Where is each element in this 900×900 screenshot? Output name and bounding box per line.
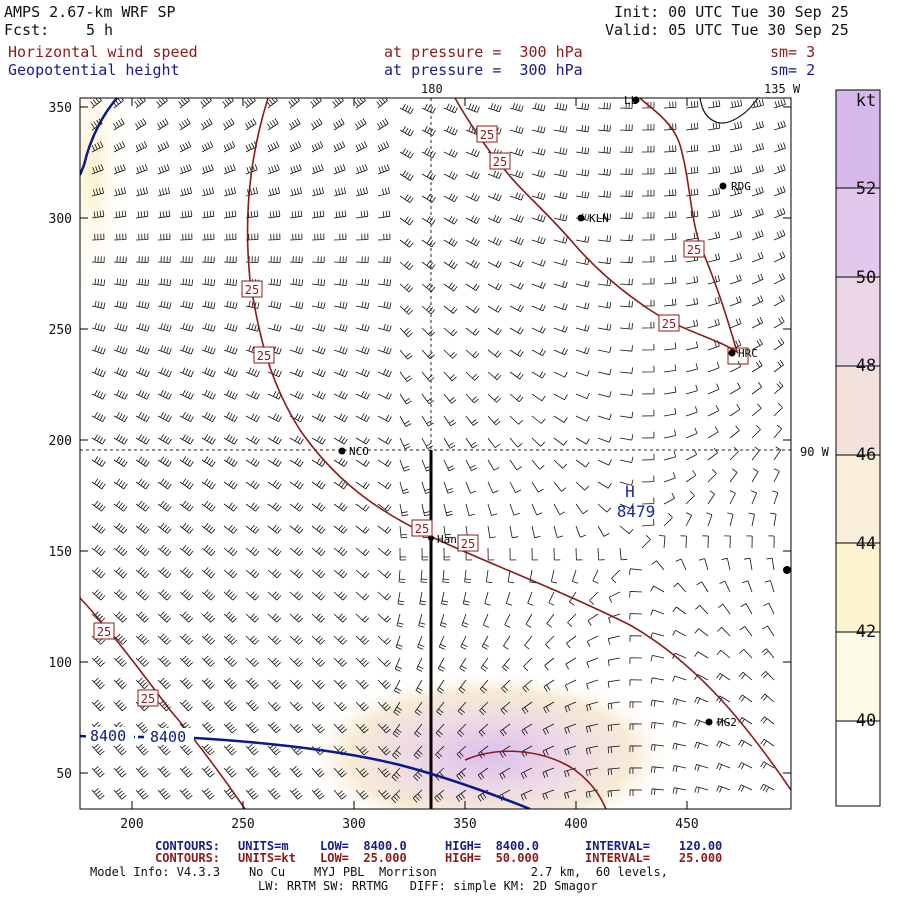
station-dot bbox=[577, 214, 585, 222]
contour-label: 25 bbox=[415, 522, 429, 536]
station-label: Han bbox=[437, 533, 457, 546]
forecast-label: Fcst: bbox=[4, 21, 50, 39]
forecast-hour: 5 h bbox=[86, 21, 114, 39]
x-tick-label: 400 bbox=[564, 817, 587, 832]
height-label: 8400 bbox=[150, 728, 186, 746]
init-time: Init: 00 UTC Tue 30 Sep 25 bbox=[614, 3, 849, 21]
color-bar-segment bbox=[836, 277, 880, 366]
station-dot bbox=[783, 566, 791, 574]
contours1-interval: INTERVAL= 120.00 bbox=[585, 839, 723, 853]
wind-speed-shading bbox=[300, 670, 680, 809]
wind-speed-shading-west bbox=[80, 98, 132, 320]
field1-name: Horizontal wind speed bbox=[8, 43, 198, 61]
color-bar-tick: 42 bbox=[856, 622, 876, 642]
color-bar-segment bbox=[836, 455, 880, 543]
color-bar-tick: 40 bbox=[856, 711, 876, 731]
station-label: KLN bbox=[589, 212, 609, 225]
coastline bbox=[699, 98, 759, 124]
x-tick-label: 350 bbox=[453, 817, 476, 832]
x-tick-label: 250 bbox=[231, 817, 254, 832]
color-bar-segment bbox=[836, 90, 880, 188]
contours1-low: LOW= 8400.0 bbox=[320, 839, 407, 853]
station-label: LL bbox=[624, 94, 638, 107]
contours1-label: CONTOURS: bbox=[155, 839, 221, 853]
wind-barb-field bbox=[90, 98, 786, 803]
height-labels: 8400 8400 bbox=[88, 727, 194, 746]
field1-level: at pressure = 300 hPa bbox=[384, 43, 583, 61]
field2-name: Geopotential height bbox=[8, 61, 180, 79]
y-tick-label: 250 bbox=[49, 323, 72, 338]
y-tick-label: 300 bbox=[49, 212, 72, 227]
contour-label: 25 bbox=[257, 349, 271, 363]
meridian-label-180: 180 bbox=[421, 82, 443, 96]
stations: RDG KLN HRC NCO Han HG2 LL bbox=[338, 94, 791, 729]
contours2-label: CONTOURS: bbox=[155, 851, 221, 865]
contour-label: 25 bbox=[245, 283, 259, 297]
contours2-units: UNITS=kt bbox=[238, 851, 296, 865]
color-bar-unit: kt bbox=[856, 91, 876, 111]
color-bar-segment bbox=[836, 632, 880, 721]
x-axis-labels: 200 250 300 350 400 450 bbox=[120, 817, 698, 832]
field2-smoothing: sm= 2 bbox=[770, 61, 816, 79]
color-bar-segment bbox=[836, 543, 880, 632]
field1-smoothing: sm= 3 bbox=[770, 43, 816, 61]
contour-label: 25 bbox=[97, 625, 111, 639]
physics-info: LW: RRTM SW: RRTMG DIFF: simple KM: 2D S… bbox=[258, 879, 598, 893]
contours2-high: HIGH= 50.000 bbox=[445, 851, 539, 865]
y-tick-label: 100 bbox=[49, 656, 72, 671]
x-tick-label: 300 bbox=[342, 817, 365, 832]
plot-area bbox=[80, 98, 791, 809]
field2-level: at pressure = 300 hPa bbox=[384, 61, 583, 79]
meridian-label-135w: 135 W bbox=[764, 82, 801, 96]
color-bar-tick: 50 bbox=[856, 268, 876, 288]
station-dot bbox=[728, 349, 736, 357]
y-tick-label: 50 bbox=[56, 767, 72, 782]
high-marker: H bbox=[625, 482, 635, 501]
contours1-high: HIGH= 8400.0 bbox=[445, 839, 539, 853]
high-pressure-center: H 8479 bbox=[617, 482, 656, 521]
station-dot bbox=[705, 718, 713, 726]
model-title: AMPS 2.67-km WRF SP bbox=[4, 3, 176, 21]
axis-ticks bbox=[80, 98, 791, 809]
station-label: HG2 bbox=[717, 716, 737, 729]
color-bar-frame bbox=[835, 89, 881, 807]
color-bar-segment bbox=[836, 366, 880, 455]
contour-label: 25 bbox=[687, 243, 701, 257]
wind-barbs bbox=[90, 98, 786, 803]
y-tick-label: 200 bbox=[49, 434, 72, 449]
station-label: RDG bbox=[731, 180, 751, 193]
meridian-label-90w: 90 W bbox=[800, 445, 830, 459]
contour-label: 25 bbox=[662, 317, 676, 331]
x-tick-label: 200 bbox=[120, 817, 143, 832]
plot-frame bbox=[79, 97, 792, 810]
contour-label: 25 bbox=[493, 155, 507, 169]
color-bar-tick: 46 bbox=[856, 445, 876, 465]
y-tick-label: 350 bbox=[49, 101, 72, 116]
color-bar-tick: 44 bbox=[856, 534, 876, 554]
station-dot bbox=[719, 182, 727, 190]
color-bar-tick: 48 bbox=[856, 356, 876, 376]
contour-label: 25 bbox=[461, 537, 475, 551]
height-label: 8400 bbox=[90, 727, 126, 745]
contour-labels: 25 25 25 25 25 25 25 25 25 25 25 bbox=[93, 125, 749, 707]
contours2-low: LOW= 25.000 bbox=[320, 851, 407, 865]
contour-label: 25 bbox=[141, 692, 155, 706]
x-tick-label: 450 bbox=[675, 817, 698, 832]
y-axis-labels: 350 300 250 200 150 100 50 bbox=[49, 101, 72, 782]
model-info: Model Info: V4.3.3 No Cu MYJ PBL Morriso… bbox=[90, 865, 668, 879]
color-bar-segment bbox=[836, 721, 880, 806]
color-bar: kt 52 50 48 46 44 42 40 bbox=[835, 89, 881, 807]
station-dot bbox=[632, 96, 640, 104]
high-value: 8479 bbox=[617, 502, 656, 521]
contours2-interval: INTERVAL= 25.000 bbox=[585, 851, 723, 865]
color-bar-segment bbox=[836, 188, 880, 277]
valid-time: Valid: 05 UTC Tue 30 Sep 25 bbox=[605, 21, 849, 39]
contours1-units: UNITS=m bbox=[238, 839, 289, 853]
color-bar-tick: 52 bbox=[856, 179, 876, 199]
contour-label: 25 bbox=[480, 128, 494, 142]
y-tick-label: 150 bbox=[49, 545, 72, 560]
station-dot bbox=[338, 447, 346, 455]
station-label: NCO bbox=[349, 445, 369, 458]
